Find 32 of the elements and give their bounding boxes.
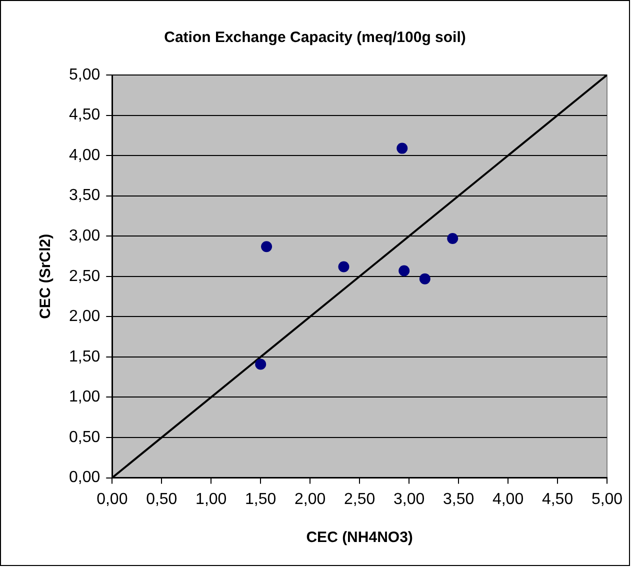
- x-tick-label: 3,50: [442, 490, 474, 508]
- y-tick-label: 2,00: [69, 308, 100, 326]
- x-tick-label: 0,00: [96, 490, 128, 508]
- y-tick-label: 3,00: [69, 228, 100, 245]
- x-tick-label: 2,50: [344, 490, 376, 508]
- x-tick-label: 5,00: [591, 490, 623, 508]
- y-tick-label: 2,50: [69, 268, 100, 285]
- chart-title: Cation Exchange Capacity (meq/100g soil): [164, 29, 466, 46]
- point: [447, 233, 458, 244]
- point: [338, 261, 350, 272]
- x-tick-label: 3,00: [393, 490, 425, 508]
- y-tick-label: 5,00: [69, 66, 100, 84]
- point: [396, 142, 408, 154]
- point: [261, 241, 272, 252]
- y-tick-label: 3,50: [69, 187, 100, 204]
- point: [255, 358, 266, 370]
- point: [398, 265, 410, 276]
- x-tick-label: 4,00: [492, 490, 524, 508]
- y-tick-label: 0,00: [69, 469, 100, 486]
- y-tick-label: 1,50: [69, 348, 100, 366]
- x-tick-label: 2,00: [294, 490, 326, 508]
- x-axis-title: CEC (NH4NO3): [306, 529, 413, 546]
- x-tick-label: 1,00: [196, 490, 227, 508]
- y-axis-title: CEC (SrCl2): [37, 234, 54, 319]
- point: [419, 273, 430, 284]
- x-tick-label: 1,50: [245, 490, 276, 508]
- y-tick-label: 4,50: [69, 106, 100, 124]
- x-tick-label: 4,50: [542, 490, 574, 508]
- y-tick-label: 1,00: [69, 388, 100, 406]
- y-tick-label: 4,00: [69, 146, 100, 164]
- x-tick-label: 0,50: [146, 490, 178, 508]
- y-tick-label: 0,50: [69, 428, 100, 446]
